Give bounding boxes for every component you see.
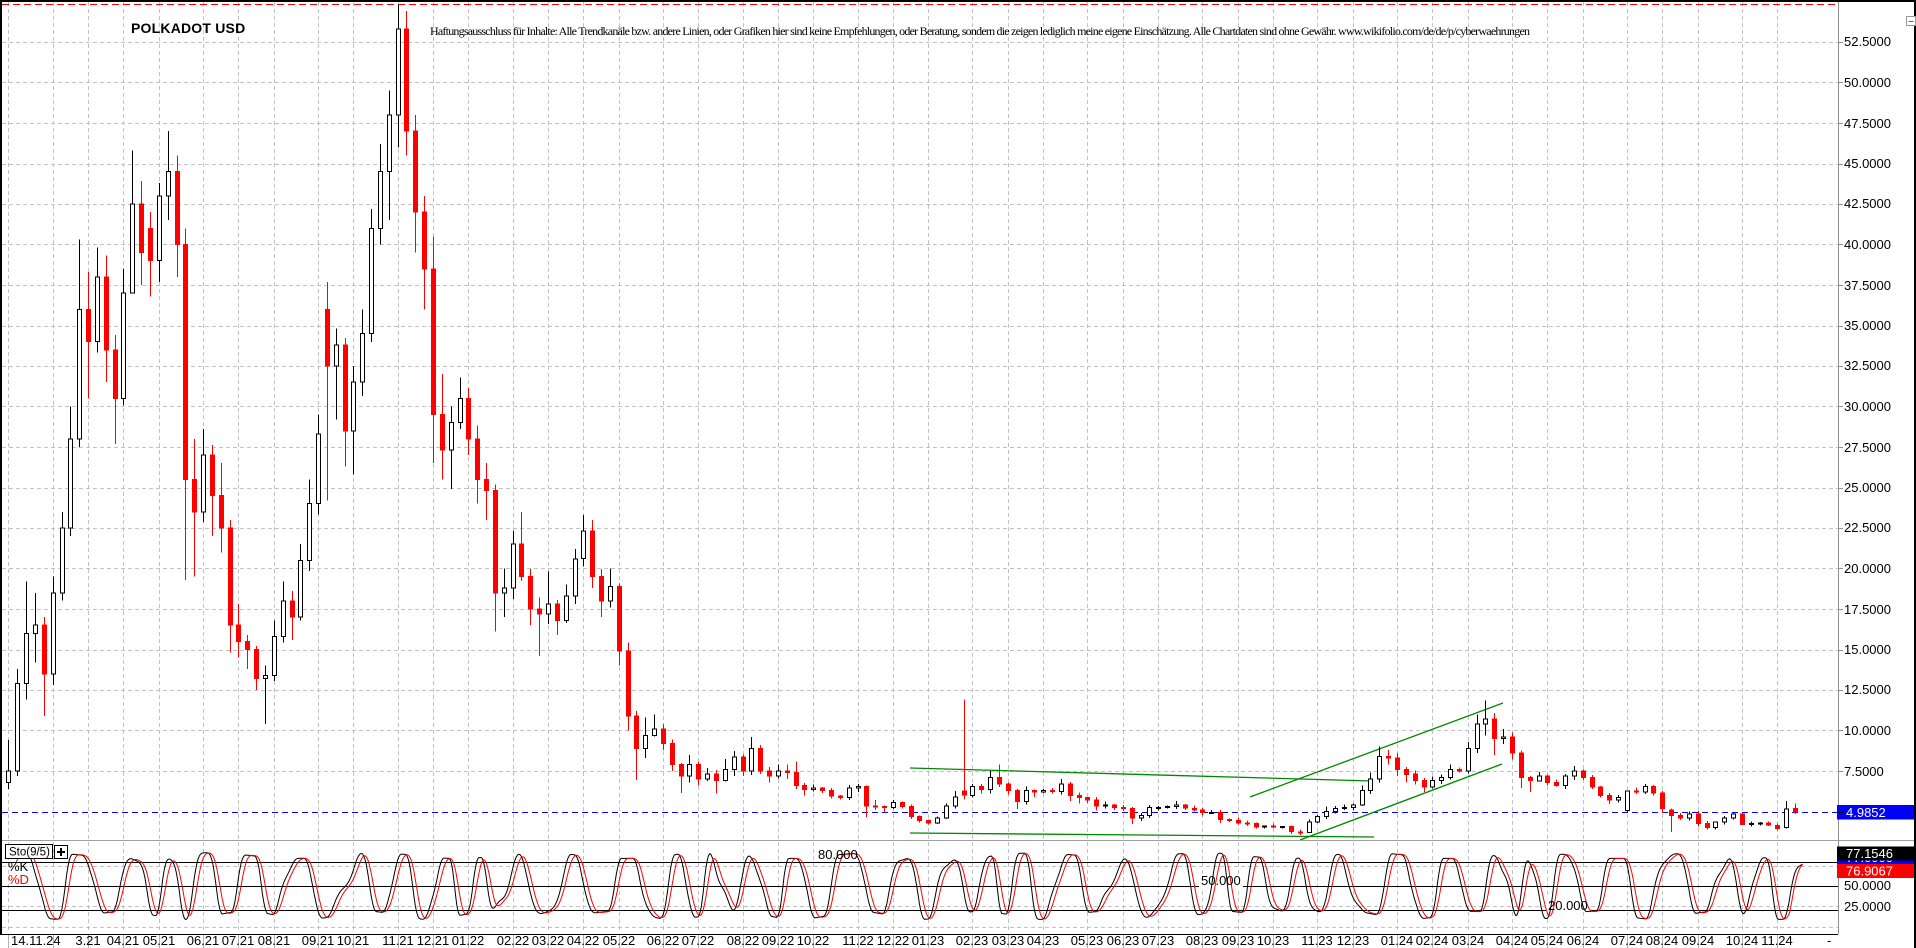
svg-text:30.0000: 30.0000 — [1844, 399, 1891, 414]
svg-text:06.24: 06.24 — [1567, 933, 1600, 948]
svg-text:11.23: 11.23 — [1301, 933, 1333, 948]
svg-text:76.9067: 76.9067 — [1846, 864, 1893, 879]
svg-text:20.0000: 20.0000 — [1844, 561, 1891, 576]
svg-text:07.23: 07.23 — [1142, 933, 1175, 948]
svg-text:08.21: 08.21 — [258, 933, 291, 948]
svg-text:27.5000: 27.5000 — [1844, 440, 1891, 455]
svg-text:01.22: 01.22 — [452, 933, 485, 948]
svg-text:17.5000: 17.5000 — [1844, 602, 1891, 617]
svg-text:42.5000: 42.5000 — [1844, 196, 1891, 211]
svg-text:50.0000: 50.0000 — [1844, 75, 1891, 90]
svg-text:04.23: 04.23 — [1027, 933, 1060, 948]
svg-text:02.22: 02.22 — [497, 933, 530, 948]
svg-text:07.21: 07.21 — [222, 933, 255, 948]
svg-text:47.5000: 47.5000 — [1844, 116, 1891, 131]
svg-text:04.24: 04.24 — [1496, 933, 1529, 948]
svg-text:Haftungsausschluss für Inhalte: Haftungsausschluss für Inhalte: Alle Tre… — [430, 24, 1530, 38]
svg-text:52.5000: 52.5000 — [1844, 34, 1891, 49]
svg-text:10.0000: 10.0000 — [1844, 723, 1891, 738]
svg-text:12.22: 12.22 — [877, 933, 910, 948]
svg-text:12.5000: 12.5000 — [1844, 682, 1891, 697]
svg-text:06.21: 06.21 — [187, 933, 220, 948]
svg-text:09.24: 09.24 — [1682, 933, 1715, 948]
svg-text:50.0000: 50.0000 — [1844, 878, 1891, 893]
svg-text:12.23: 12.23 — [1337, 933, 1370, 948]
svg-text:35.0000: 35.0000 — [1844, 318, 1891, 333]
svg-text:14.11.24: 14.11.24 — [11, 933, 61, 948]
svg-text:07.22: 07.22 — [682, 933, 715, 948]
svg-text:03.24: 03.24 — [1452, 933, 1485, 948]
svg-text:05.22: 05.22 — [603, 933, 636, 948]
svg-text:11.22: 11.22 — [842, 933, 874, 948]
svg-text:50.000: 50.000 — [1201, 873, 1241, 888]
svg-text:10.23: 10.23 — [1257, 933, 1290, 948]
svg-text:05.21: 05.21 — [143, 933, 176, 948]
svg-text:25.0000: 25.0000 — [1844, 899, 1891, 914]
svg-text:%D: %D — [8, 872, 29, 887]
svg-text:05.23: 05.23 — [1071, 933, 1104, 948]
svg-text:10.21: 10.21 — [337, 933, 370, 948]
svg-text:08.23: 08.23 — [1186, 933, 1219, 948]
svg-text:10.24: 10.24 — [1726, 933, 1759, 948]
svg-text:80.000: 80.000 — [818, 847, 858, 862]
svg-text:12.21: 12.21 — [417, 933, 450, 948]
svg-text:25.0000: 25.0000 — [1844, 480, 1891, 495]
svg-text:01.24: 01.24 — [1381, 933, 1414, 948]
svg-text:02.24: 02.24 — [1416, 933, 1449, 948]
svg-text:09.22: 09.22 — [762, 933, 795, 948]
svg-text:40.0000: 40.0000 — [1844, 237, 1891, 252]
svg-text:%K: %K — [8, 859, 29, 874]
svg-text:06.22: 06.22 — [647, 933, 680, 948]
svg-text:37.5000: 37.5000 — [1844, 278, 1891, 293]
svg-text:06.23: 06.23 — [1107, 933, 1140, 948]
svg-text:04.22: 04.22 — [567, 933, 600, 948]
svg-text:3.21: 3.21 — [75, 933, 100, 948]
svg-text:08.24: 08.24 — [1646, 933, 1679, 948]
svg-text:15.0000: 15.0000 — [1844, 642, 1891, 657]
svg-text:10.22: 10.22 — [797, 933, 830, 948]
svg-text:02.23: 02.23 — [956, 933, 989, 948]
svg-text:04.21: 04.21 — [107, 933, 140, 948]
svg-text:08.22: 08.22 — [727, 933, 760, 948]
svg-text:01.23: 01.23 — [912, 933, 945, 948]
svg-text:4.9852: 4.9852 — [1846, 805, 1886, 820]
svg-text:11.21: 11.21 — [382, 933, 414, 948]
svg-text:20.000: 20.000 — [1548, 898, 1588, 913]
svg-text:POLKADOT USD: POLKADOT USD — [131, 20, 245, 36]
svg-text:07.24: 07.24 — [1611, 933, 1644, 948]
svg-text:11.24: 11.24 — [1761, 933, 1793, 948]
svg-text:03.22: 03.22 — [532, 933, 565, 948]
svg-text:77.1546: 77.1546 — [1846, 846, 1893, 861]
svg-text:7.5000: 7.5000 — [1844, 764, 1884, 779]
svg-text:Sto(9/5): Sto(9/5) — [9, 847, 50, 859]
svg-text:03.23: 03.23 — [992, 933, 1025, 948]
svg-text:05.24: 05.24 — [1531, 933, 1564, 948]
svg-text:32.5000: 32.5000 — [1844, 358, 1891, 373]
svg-text:22.5000: 22.5000 — [1844, 520, 1891, 535]
svg-text:-: - — [1827, 933, 1831, 948]
svg-text:09.23: 09.23 — [1222, 933, 1255, 948]
svg-text:09.21: 09.21 — [302, 933, 335, 948]
svg-text:45.0000: 45.0000 — [1844, 156, 1891, 171]
